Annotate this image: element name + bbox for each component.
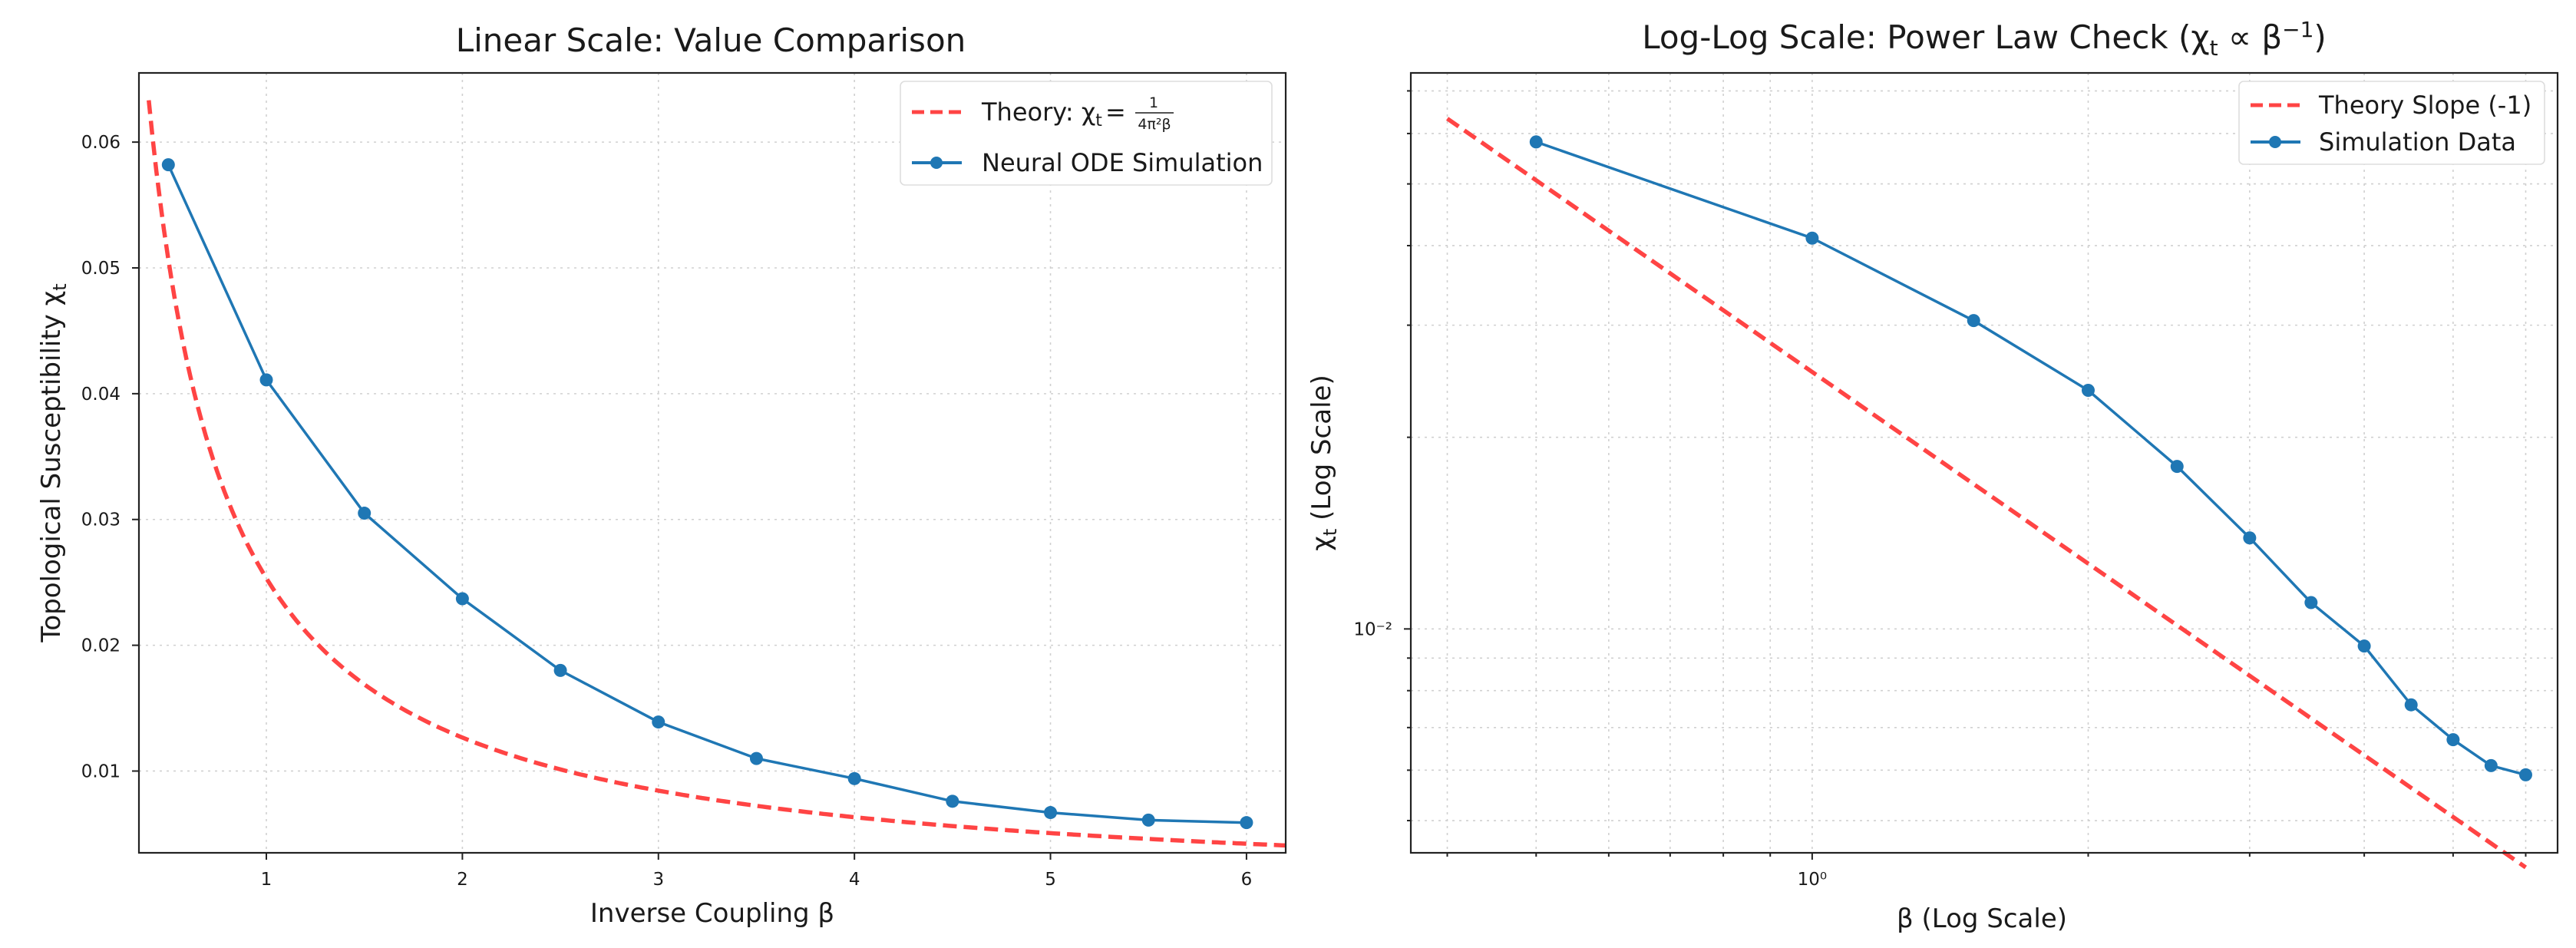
simulation-point-left xyxy=(358,507,372,520)
ticks-left: 1 2 3 4 5 6 0.01 0.02 0.03 0.04 0.05 0.06 xyxy=(81,133,1252,890)
y-axis-label-left-main: Topological Susceptibility χ xyxy=(36,291,67,643)
simulation-point-right xyxy=(2518,768,2532,781)
simulation-point-left xyxy=(1044,806,1058,820)
x-tick-label-left: 2 xyxy=(457,870,468,890)
simulation-point-right xyxy=(2446,733,2460,747)
simulation-point-left xyxy=(161,158,175,172)
legend-swatch-sim-marker-left xyxy=(930,157,943,169)
simulation-point-left xyxy=(946,794,959,808)
chart-title-right-main: Log-Log Scale: Power Law Check (χ xyxy=(1642,18,2209,56)
y-tick-label-left: 0.02 xyxy=(81,636,121,656)
legend-label-sim-right: Simulation Data xyxy=(2319,127,2516,157)
y-tick-label-left: 0.01 xyxy=(81,761,121,781)
y-axis-label-right-main: χ xyxy=(1306,536,1337,551)
chart-title-right-subscript: t xyxy=(2210,35,2218,61)
legend-left: Theory: χt = 1 4π²β Neural ODE Simulation xyxy=(900,81,1273,186)
y-tick-label-left: 0.05 xyxy=(81,259,121,279)
simulation-line-right xyxy=(1535,140,2526,777)
y-tick-label-left: 0.06 xyxy=(81,133,121,153)
simulation-point-left xyxy=(1141,813,1155,827)
chart-title-right-suffix: ∝ β xyxy=(2218,18,2283,56)
chart-title-right: Log-Log Scale: Power Law Check (χt ∝ β−1… xyxy=(1642,17,2327,61)
plot-frame-left xyxy=(137,71,1287,854)
y-axis-label-left-subscript: t xyxy=(49,283,71,290)
simulation-point-right xyxy=(1805,231,1819,245)
legend-fraction-numerator-left: 1 xyxy=(1149,94,1158,111)
grid-left xyxy=(139,73,1286,853)
y-axis-label-right: χt (Log Scale) xyxy=(1306,375,1341,550)
chart-title-right-close: ) xyxy=(2313,18,2326,56)
linear-scale-chart: Linear Scale: Value Comparison 1 2 3 4 5 6 0.0… xyxy=(36,21,1287,929)
legend-swatch-sim-marker-right xyxy=(2269,136,2281,148)
plot-frame-right xyxy=(1409,71,2559,854)
x-axis-label-left: Inverse Coupling β xyxy=(590,898,834,929)
x-tick-label-left: 6 xyxy=(1241,870,1253,890)
grid-right xyxy=(1411,73,2558,853)
simulation-point-left xyxy=(1240,816,1253,830)
log-log-scale-chart: Log-Log Scale: Power Law Check (χt ∝ β−1… xyxy=(1306,17,2559,934)
simulation-point-right xyxy=(1529,135,1543,149)
chart-title-right-superscript: −1 xyxy=(2282,17,2313,42)
simulation-point-right xyxy=(2170,460,2184,474)
simulation-point-left xyxy=(749,751,763,765)
x-tick-label-left: 5 xyxy=(1045,870,1056,890)
series-group-left xyxy=(147,100,1286,848)
x-tick-label-left: 4 xyxy=(849,870,860,890)
simulation-point-left xyxy=(259,373,273,387)
simulation-line-left xyxy=(167,164,1247,824)
legend-theory-name-left: Theory: χ xyxy=(981,97,1095,127)
simulation-point-right xyxy=(1967,314,1980,328)
legend-box-left xyxy=(900,81,1273,186)
simulation-point-right xyxy=(2357,639,2371,653)
theory-curve-left xyxy=(147,100,1286,848)
chart-title-left: Linear Scale: Value Comparison xyxy=(456,21,966,59)
ticks-right: 10⁰ 10⁻² xyxy=(1353,90,2527,890)
x-tick-label-left: 1 xyxy=(261,870,272,890)
legend-box-right xyxy=(2238,81,2545,165)
legend-label-theory-right: Theory Slope (-1) xyxy=(2318,91,2531,120)
x-tick-label-left: 3 xyxy=(652,870,664,890)
legend-theory-subscript-left: t xyxy=(1095,111,1102,130)
simulation-point-left xyxy=(847,771,861,785)
simulation-point-right xyxy=(2304,596,2318,609)
x-axis-label-right: β (Log Scale) xyxy=(1897,903,2067,934)
y-tick-label-right: 10⁻² xyxy=(1353,619,1392,639)
y-axis-label-right-suffix: (Log Scale) xyxy=(1306,375,1337,528)
legend-label-theory-left: Theory: χt = xyxy=(981,97,1126,130)
simulation-point-left xyxy=(553,663,567,677)
simulation-point-left xyxy=(652,715,665,729)
legend-fraction-denominator-left: 4π²β xyxy=(1138,116,1171,133)
y-tick-label-left: 0.04 xyxy=(81,385,121,405)
simulation-point-right xyxy=(2404,698,2418,712)
legend-right: Theory Slope (-1) Simulation Data xyxy=(2238,81,2545,165)
y-axis-label-right-subscript: t xyxy=(1319,529,1341,536)
series-group-right xyxy=(1445,117,2532,870)
legend-theory-equals-left: = xyxy=(1105,97,1126,127)
y-axis-label-left: Topological Susceptibility χt xyxy=(36,283,71,642)
simulation-point-left xyxy=(455,592,469,606)
simulation-point-right xyxy=(2243,531,2257,545)
x-tick-label-right: 10⁰ xyxy=(1798,870,1828,890)
simulation-point-right xyxy=(2484,758,2498,772)
simulation-point-right xyxy=(2082,384,2095,398)
y-tick-label-left: 0.03 xyxy=(81,510,121,530)
theory-line-right xyxy=(1445,117,2528,870)
legend-label-sim-left: Neural ODE Simulation xyxy=(982,148,1263,177)
